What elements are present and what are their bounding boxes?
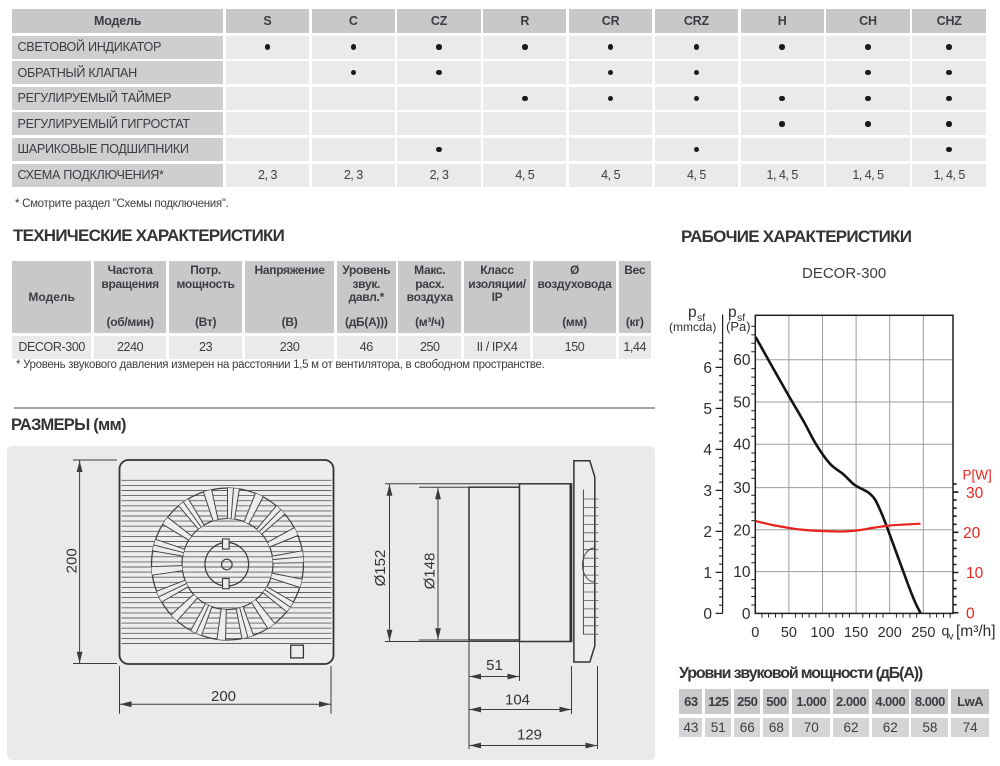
svg-text:4: 4 (703, 442, 712, 459)
svg-text:1: 1 (703, 565, 712, 582)
svg-text:10: 10 (733, 564, 751, 581)
svg-text:p: p (728, 304, 737, 321)
svg-text:104: 104 (505, 692, 530, 709)
svg-text:[m³/h]: [m³/h] (956, 623, 996, 640)
svg-text:2: 2 (703, 524, 712, 541)
svg-text:sf: sf (697, 312, 705, 324)
svg-text:20: 20 (963, 525, 981, 542)
svg-text:q: q (942, 623, 950, 639)
svg-text:200: 200 (63, 548, 80, 573)
svg-text:150: 150 (844, 625, 868, 641)
svg-text:3: 3 (703, 483, 712, 500)
svg-text:20: 20 (733, 522, 751, 539)
svg-text:0: 0 (751, 625, 759, 641)
svg-text:0: 0 (703, 606, 712, 623)
svg-text:sf: sf (737, 312, 745, 324)
svg-text:50: 50 (781, 625, 797, 641)
svg-text:30: 30 (966, 485, 984, 502)
svg-text:129: 129 (517, 727, 542, 744)
svg-text:50: 50 (733, 395, 751, 412)
svg-text:200: 200 (878, 625, 902, 641)
svg-text:p: p (688, 304, 697, 321)
svg-text:Ø152: Ø152 (372, 550, 389, 587)
svg-text:0: 0 (966, 605, 975, 622)
svg-text:(mmcda): (mmcda) (669, 320, 716, 334)
svg-text:40: 40 (733, 437, 751, 454)
svg-text:100: 100 (810, 625, 834, 641)
svg-text:250: 250 (911, 625, 935, 641)
svg-text:P[W]: P[W] (963, 468, 992, 483)
svg-text:200: 200 (211, 688, 236, 705)
svg-text:10: 10 (966, 565, 984, 582)
svg-text:30: 30 (733, 480, 751, 497)
svg-text:6: 6 (703, 360, 712, 377)
svg-text:Ø148: Ø148 (422, 553, 439, 590)
svg-text:51: 51 (486, 657, 503, 674)
svg-text:0: 0 (742, 606, 751, 623)
svg-text:v: v (949, 632, 954, 643)
svg-text:5: 5 (703, 401, 712, 418)
svg-text:(Pa): (Pa) (726, 319, 751, 334)
svg-text:60: 60 (733, 352, 751, 369)
